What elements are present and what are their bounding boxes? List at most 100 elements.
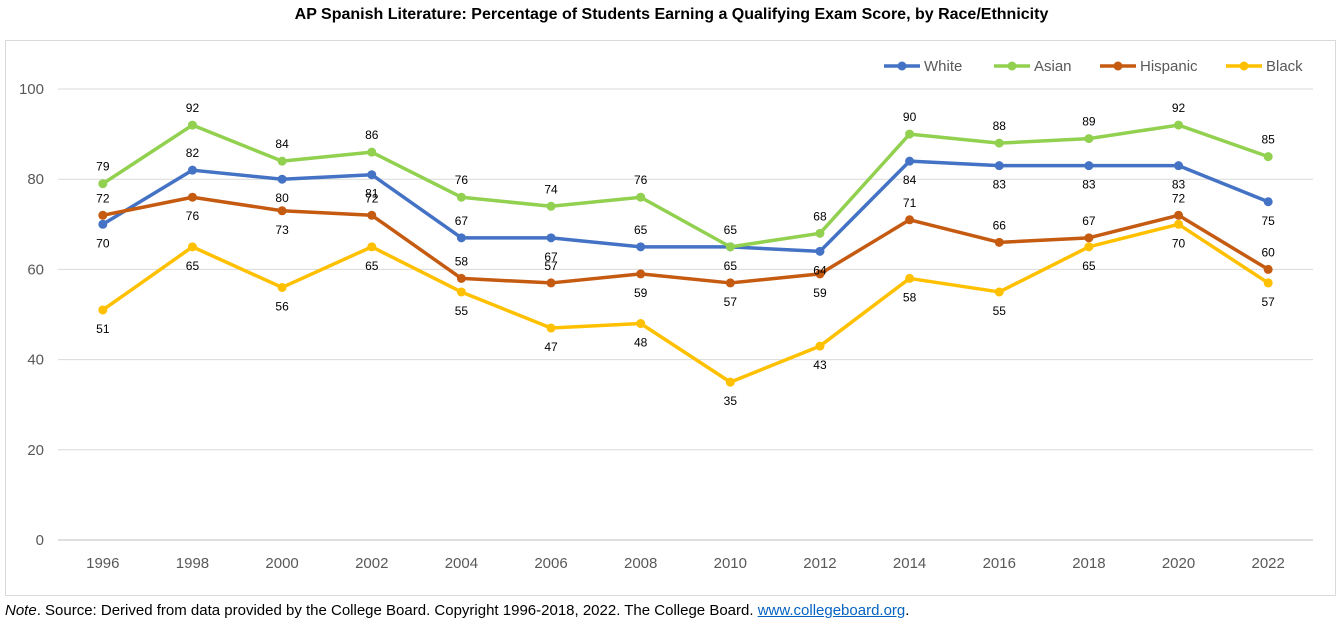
line-chart: 0 20 40 60 80 100 1996 1998 2000 2002 2004 2006 200… — [19, 58, 1313, 572]
data-label: 67 — [1082, 214, 1096, 228]
data-point — [1263, 197, 1273, 207]
data-point — [725, 377, 735, 387]
data-point — [277, 156, 287, 166]
data-label: 84 — [275, 137, 289, 151]
data-point — [546, 323, 556, 333]
data-label: 76 — [634, 173, 648, 187]
data-label: 65 — [365, 259, 379, 273]
data-label: 56 — [275, 299, 289, 313]
data-point — [815, 228, 825, 238]
data-label: 70 — [96, 236, 110, 250]
data-label: 84 — [903, 173, 917, 187]
x-tick-label: 2012 — [803, 555, 836, 572]
data-point — [367, 242, 377, 252]
y-tick-label: 20 — [27, 442, 44, 459]
series-line-white — [101, 159, 1269, 254]
data-label: 59 — [634, 286, 648, 300]
data-point — [187, 120, 197, 130]
data-label: 67 — [544, 250, 558, 264]
data-point — [1263, 278, 1273, 288]
data-point — [546, 201, 556, 211]
legend-marker — [897, 61, 907, 71]
x-tick-label: 1998 — [176, 555, 209, 572]
data-label: 51 — [96, 322, 110, 336]
data-point — [367, 210, 377, 220]
data-label: 72 — [96, 191, 110, 205]
data-label: 70 — [1172, 236, 1186, 250]
data-point — [1084, 161, 1094, 171]
data-label: 60 — [1261, 245, 1275, 259]
source-link[interactable]: www.collegeboard.org — [757, 602, 906, 619]
data-label: 75 — [1261, 214, 1275, 228]
x-tick-label: 2006 — [534, 555, 567, 572]
data-label: 66 — [993, 218, 1007, 232]
legend-marker — [1239, 61, 1249, 71]
data-label: 57 — [1261, 295, 1275, 309]
data-point — [1174, 161, 1184, 171]
y-tick-label: 80 — [27, 171, 44, 188]
data-label: 67 — [455, 214, 469, 228]
y-tick-label: 0 — [36, 532, 44, 549]
data-label: 65 — [186, 259, 200, 273]
data-label: 55 — [455, 304, 469, 318]
y-tick-label: 100 — [19, 81, 44, 98]
legend: White Asian Hispanic Black — [884, 58, 1303, 75]
data-point — [994, 161, 1004, 171]
data-label: 80 — [275, 191, 289, 205]
series-lines — [98, 120, 1273, 387]
data-label: 92 — [186, 101, 200, 115]
data-label: 68 — [813, 209, 827, 223]
data-point — [367, 170, 377, 180]
data-label: 86 — [365, 128, 379, 142]
y-axis-ticks: 0 20 40 60 80 100 — [19, 81, 44, 549]
note-suffix: . — [905, 602, 910, 619]
legend-label-asian: Asian — [1034, 58, 1072, 75]
series-line-black — [101, 222, 1270, 384]
data-point — [1174, 219, 1184, 229]
data-point — [456, 192, 466, 202]
data-label: 47 — [544, 340, 558, 354]
data-label: 83 — [1172, 178, 1186, 192]
data-point — [994, 287, 1004, 297]
data-point — [456, 287, 466, 297]
data-label: 35 — [724, 394, 738, 408]
data-label: 74 — [544, 182, 558, 196]
x-tick-label: 2000 — [265, 555, 298, 572]
data-point — [815, 269, 825, 279]
data-label: 58 — [903, 290, 917, 304]
data-label: 88 — [993, 119, 1007, 133]
data-label: 57 — [724, 295, 738, 309]
data-label: 59 — [813, 286, 827, 300]
data-point — [277, 282, 287, 292]
x-axis-ticks: 1996 1998 2000 2002 2004 2006 2008 2010 2012 2014… — [86, 555, 1285, 572]
data-point — [725, 242, 735, 252]
data-label: 65 — [634, 223, 648, 237]
data-point — [187, 192, 197, 202]
data-label: 57 — [544, 259, 558, 273]
data-point — [98, 210, 108, 220]
legend-marker — [1113, 61, 1123, 71]
data-point — [367, 147, 377, 157]
data-label: 90 — [903, 110, 917, 124]
data-label: 82 — [186, 146, 200, 160]
data-point — [905, 215, 915, 225]
data-point — [1084, 134, 1094, 144]
data-label: 85 — [1261, 133, 1275, 147]
y-tick-label: 60 — [27, 261, 44, 278]
data-point — [1263, 152, 1273, 162]
data-point — [905, 156, 915, 166]
data-point — [1084, 233, 1094, 243]
data-label: 64 — [813, 263, 827, 277]
chart-title: AP Spanish Literature: Percentage of Stu… — [294, 6, 1049, 23]
x-tick-label: 2010 — [714, 555, 747, 572]
x-tick-label: 2016 — [983, 555, 1016, 572]
data-point — [1174, 120, 1184, 130]
data-label: 65 — [1082, 259, 1096, 273]
data-label: 83 — [993, 178, 1007, 192]
data-point — [725, 278, 735, 288]
data-point — [994, 138, 1004, 148]
x-tick-label: 2020 — [1162, 555, 1195, 572]
data-labels: 7972705192827665848073568681726576675855… — [96, 101, 1275, 408]
data-point — [815, 246, 825, 256]
data-point — [1084, 242, 1094, 252]
